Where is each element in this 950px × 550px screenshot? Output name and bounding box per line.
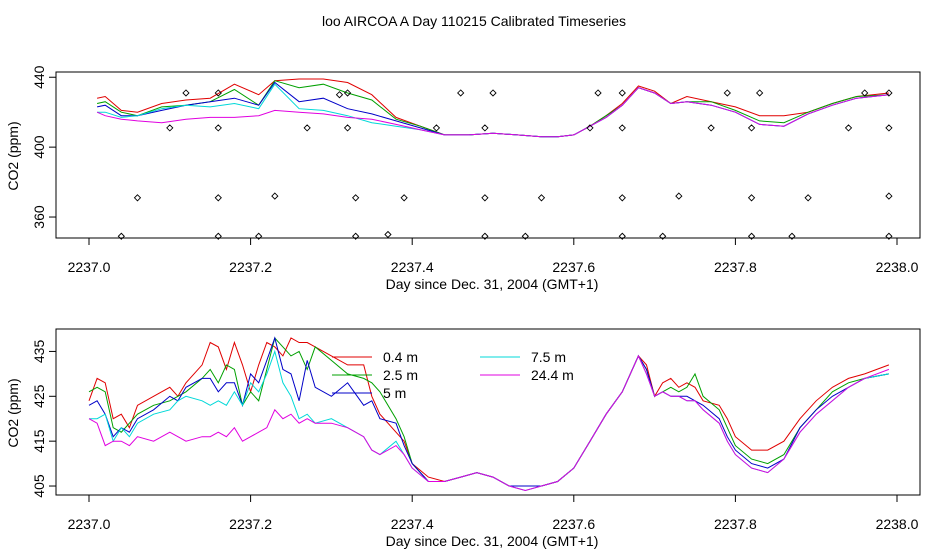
x-tick-label: 2237.4	[391, 516, 434, 532]
x-tick-label: 2237.2	[229, 516, 272, 532]
y-tick-label: 400	[31, 135, 47, 159]
marker-point	[400, 194, 408, 202]
marker-point	[182, 89, 190, 97]
marker-point	[481, 124, 489, 132]
x-tick-label: 2237.4	[391, 259, 434, 275]
y-tick-label: 435	[31, 340, 47, 364]
marker-point	[885, 192, 893, 200]
marker-point	[457, 89, 465, 97]
marker-point	[489, 89, 497, 97]
marker-point	[844, 124, 853, 132]
marker-point	[861, 89, 869, 97]
marker-point	[756, 89, 764, 97]
marker-point	[133, 194, 142, 202]
top-y-ticks: 360 400 440	[31, 65, 56, 229]
marker-point	[885, 232, 893, 240]
marker-point	[804, 194, 812, 202]
marker-point	[618, 194, 626, 202]
x-tick-label: 2237.8	[714, 516, 757, 532]
bottom-y-ticks: 405 415 425 435	[31, 340, 56, 498]
marker-point	[537, 194, 546, 202]
bottom-y-axis-label: CO2 (ppm)	[5, 378, 21, 447]
x-tick-label: 2238.0	[876, 516, 919, 532]
y-tick-label: 425	[31, 384, 47, 408]
series-line-2	[88, 336, 889, 487]
marker-point	[214, 89, 222, 97]
x-tick-label: 2237.8	[714, 259, 757, 275]
series-line-0	[88, 337, 890, 487]
bottom-x-axis-label: Day since Dec. 31, 2004 (GMT+1)	[386, 533, 599, 549]
marker-point	[747, 194, 756, 202]
top-plot-frame	[55, 71, 921, 239]
series-line-1	[88, 336, 889, 487]
marker-point	[885, 124, 893, 132]
chart-title: loo AIRCOA A Day 110215 Calibrated Times…	[322, 13, 626, 29]
top-x-axis-label: Day since Dec. 31, 2004 (GMT+1)	[386, 276, 599, 292]
legend: 0.4 m 2.5 m 5 m 7.5 m 24.4 m	[332, 349, 574, 401]
x-tick-label: 2237.2	[229, 259, 272, 275]
marker-point	[303, 124, 311, 132]
series-line-4	[96, 87, 889, 138]
marker-point	[343, 124, 352, 132]
top-panel: 2237.0 2237.2 2237.4 2237.6 2237.8 2238.0 360…	[5, 65, 921, 292]
marker-point	[747, 232, 756, 240]
marker-point	[117, 232, 125, 240]
legend-label: 2.5 m	[383, 367, 418, 383]
marker-point	[618, 232, 626, 240]
marker-point	[214, 232, 222, 240]
top-series	[96, 78, 889, 138]
marker-point	[214, 124, 222, 132]
legend-label: 5 m	[383, 385, 406, 401]
legend-label: 0.4 m	[383, 349, 418, 365]
marker-point	[384, 230, 392, 239]
top-y-axis-label: CO2 (ppm)	[5, 121, 21, 190]
marker-point	[586, 124, 594, 132]
bottom-series	[88, 336, 890, 492]
y-tick-label: 360	[31, 205, 47, 229]
marker-point	[352, 232, 360, 240]
marker-point	[352, 194, 360, 202]
marker-point	[618, 124, 626, 132]
marker-point	[723, 89, 731, 97]
legend-label: 7.5 m	[531, 349, 566, 365]
y-tick-label: 440	[31, 65, 47, 89]
y-tick-label: 415	[31, 429, 47, 453]
bottom-x-ticks: 2237.0 2237.2 2237.4 2237.6 2237.8 2238.0	[68, 494, 919, 532]
series-line-4	[88, 354, 890, 492]
marker-point	[481, 194, 489, 202]
marker-point	[659, 232, 667, 240]
marker-point	[335, 91, 344, 99]
marker-point	[885, 89, 893, 97]
x-tick-label: 2237.6	[552, 259, 595, 275]
marker-point	[214, 194, 222, 202]
marker-point	[521, 232, 529, 240]
marker-point	[675, 192, 683, 200]
marker-point	[255, 232, 263, 240]
top-markers	[117, 89, 893, 240]
marker-point	[707, 124, 715, 132]
marker-point	[432, 124, 441, 132]
top-x-ticks: 2237.0 2237.2 2237.4 2237.6 2237.8 2238.0	[68, 237, 919, 275]
x-tick-label: 2237.0	[68, 516, 111, 532]
marker-point	[594, 89, 602, 97]
legend-label: 24.4 m	[531, 367, 574, 383]
marker-point	[788, 232, 796, 240]
bottom-panel: 2237.0 2237.2 2237.4 2237.6 2237.8 2238.0 405…	[5, 328, 921, 549]
marker-point	[271, 192, 279, 200]
bottom-plot-frame	[55, 328, 921, 496]
marker-point	[166, 124, 174, 132]
marker-point	[481, 232, 489, 240]
x-tick-label: 2237.0	[68, 259, 111, 275]
marker-point	[747, 124, 756, 132]
x-tick-label: 2238.0	[876, 259, 919, 275]
y-tick-label: 405	[31, 474, 47, 498]
series-line-3	[89, 349, 889, 492]
x-tick-label: 2237.6	[552, 516, 595, 532]
marker-point	[618, 89, 626, 97]
marker-point	[343, 89, 352, 97]
